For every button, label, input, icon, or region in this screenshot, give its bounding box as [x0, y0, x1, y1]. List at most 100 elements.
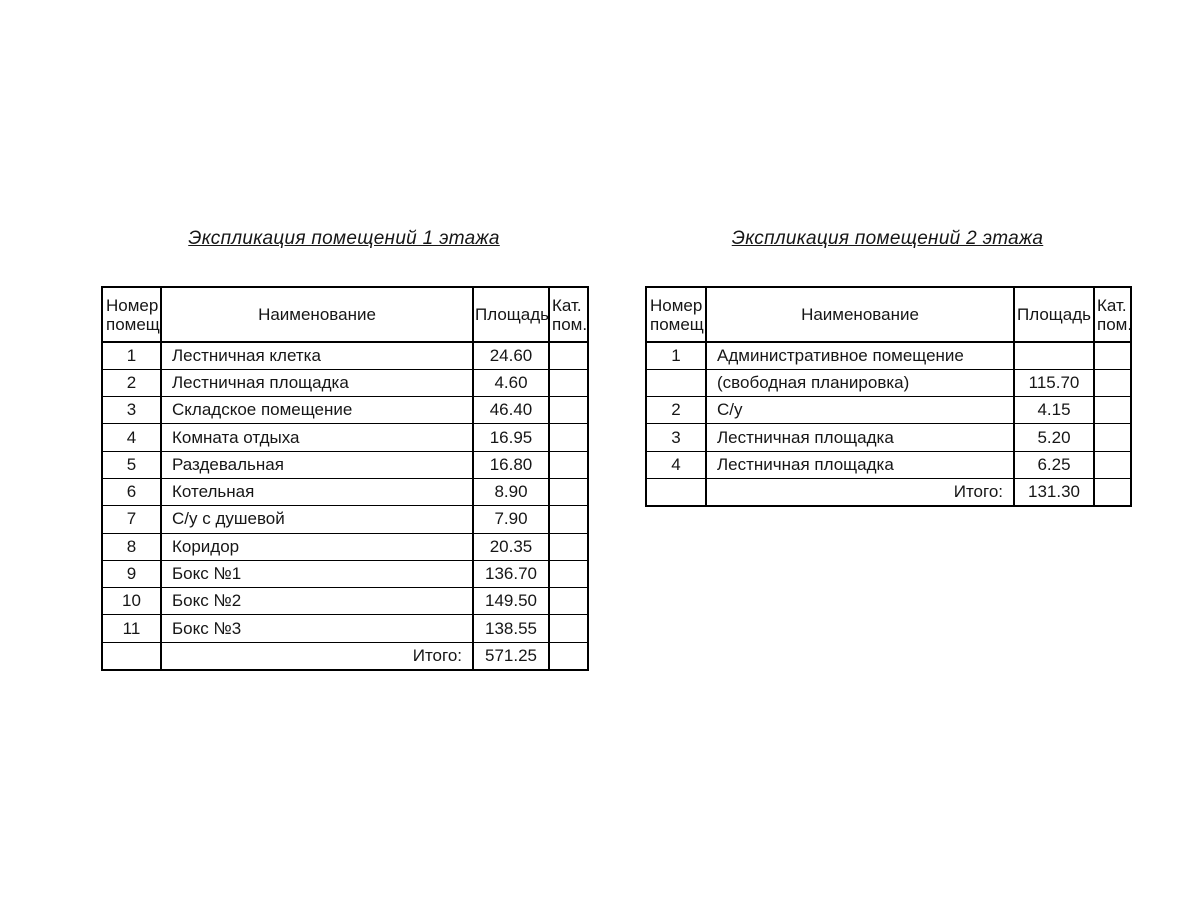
- room-area: 5.20: [1013, 423, 1095, 452]
- explication-table-floor2: Номер помещ. Наименование Площадь Кат. п…: [645, 286, 1132, 507]
- room-area: 115.70: [1013, 368, 1095, 398]
- explication-block-floor1: Экспликация помещений 1 этажа Номер поме…: [101, 227, 589, 671]
- table-row: 3 Лестничная площадка 5.20: [645, 423, 1132, 452]
- room-area: [1013, 341, 1095, 370]
- room-category: [548, 477, 589, 507]
- room-category: [548, 423, 589, 452]
- table-title-floor2: Экспликация помещений 2 этажа: [731, 228, 1044, 249]
- room-number: 3: [645, 423, 707, 452]
- table-row: 1 Лестничная клетка 24.60: [101, 341, 589, 370]
- total-empty-category: [1093, 477, 1132, 507]
- room-name: С/у: [705, 396, 1015, 425]
- header-room-name: Наименование: [160, 286, 474, 343]
- room-area: 136.70: [472, 559, 550, 589]
- table-row: 2 С/у 4.15: [645, 396, 1132, 425]
- room-name: Лестничная площадка: [705, 423, 1015, 452]
- room-area: 4.15: [1013, 396, 1095, 425]
- room-name: Раздевальная: [160, 450, 474, 479]
- table-row: 10 Бокс №2 149.50: [101, 587, 589, 616]
- total-label: Итого:: [705, 477, 1015, 507]
- room-area: 138.55: [472, 614, 550, 643]
- room-name: Лестничная клетка: [160, 341, 474, 370]
- room-number: 11: [101, 614, 162, 643]
- room-number: 6: [101, 477, 162, 507]
- header-room-number: Номер помещ.: [101, 286, 162, 343]
- room-category: [548, 587, 589, 616]
- table-row: 8 Коридор 20.35: [101, 532, 589, 561]
- room-number: [645, 368, 707, 398]
- total-empty-number: [101, 641, 162, 671]
- room-category: [1093, 396, 1132, 425]
- room-category: [1093, 368, 1132, 398]
- room-area: 20.35: [472, 532, 550, 561]
- room-name: Коридор: [160, 532, 474, 561]
- room-number: 4: [645, 450, 707, 479]
- room-number: 4: [101, 423, 162, 452]
- header-room-area: Площадь: [1013, 286, 1095, 343]
- room-number: 1: [101, 341, 162, 370]
- room-area: 24.60: [472, 341, 550, 370]
- room-category: [1093, 341, 1132, 370]
- room-name: Бокс №3: [160, 614, 474, 643]
- room-category: [548, 559, 589, 589]
- room-category: [548, 532, 589, 561]
- header-room-area: Площадь: [472, 286, 550, 343]
- room-area: 149.50: [472, 587, 550, 616]
- total-row: Итого: 571.25: [101, 641, 589, 671]
- room-category: [548, 396, 589, 425]
- room-name: Котельная: [160, 477, 474, 507]
- room-name: Лестничная площадка: [160, 368, 474, 398]
- room-name: (свободная планировка): [705, 368, 1015, 398]
- table-row: 6 Котельная 8.90: [101, 477, 589, 507]
- table-row: 4 Лестничная площадка 6.25: [645, 450, 1132, 479]
- header-room-number: Номер помещ.: [645, 286, 707, 343]
- header-row: Номер помещ. Наименование Площадь Кат. п…: [101, 286, 589, 343]
- header-room-name: Наименование: [705, 286, 1015, 343]
- room-area: 16.80: [472, 450, 550, 479]
- room-name: Бокс №1: [160, 559, 474, 589]
- table-row: 1 Административное помещение: [645, 341, 1132, 370]
- room-category: [548, 368, 589, 398]
- room-name: Административное помещение: [705, 341, 1015, 370]
- room-category: [548, 614, 589, 643]
- room-number: 2: [645, 396, 707, 425]
- table-row: 9 Бокс №1 136.70: [101, 559, 589, 589]
- room-name: С/у с душевой: [160, 505, 474, 534]
- explication-table-floor1: Номер помещ. Наименование Площадь Кат. п…: [101, 286, 589, 671]
- room-number: 10: [101, 587, 162, 616]
- total-label: Итого:: [160, 641, 474, 671]
- header-room-category: Кат. пом.: [548, 286, 589, 343]
- explication-block-floor2: Экспликация помещений 2 этажа Номер поме…: [645, 227, 1132, 507]
- table-title-floor1: Экспликация помещений 1 этажа: [188, 228, 500, 249]
- header-room-category: Кат. пом.: [1093, 286, 1132, 343]
- room-area: 4.60: [472, 368, 550, 398]
- room-number: 2: [101, 368, 162, 398]
- room-number: 9: [101, 559, 162, 589]
- table-row: 3 Складское помещение 46.40: [101, 396, 589, 425]
- room-number: 7: [101, 505, 162, 534]
- room-category: [548, 505, 589, 534]
- room-area: 7.90: [472, 505, 550, 534]
- room-name: Бокс №2: [160, 587, 474, 616]
- room-category: [1093, 450, 1132, 479]
- total-empty-number: [645, 477, 707, 507]
- total-row: Итого: 131.30: [645, 477, 1132, 507]
- table-row: 5 Раздевальная 16.80: [101, 450, 589, 479]
- table-row: (свободная планировка) 115.70: [645, 368, 1132, 398]
- total-empty-category: [548, 641, 589, 671]
- room-area: 16.95: [472, 423, 550, 452]
- room-area: 46.40: [472, 396, 550, 425]
- room-area: 8.90: [472, 477, 550, 507]
- room-name: Лестничная площадка: [705, 450, 1015, 479]
- room-number: 3: [101, 396, 162, 425]
- room-number: 5: [101, 450, 162, 479]
- total-value: 571.25: [472, 641, 550, 671]
- room-category: [548, 450, 589, 479]
- header-row: Номер помещ. Наименование Площадь Кат. п…: [645, 286, 1132, 343]
- total-value: 131.30: [1013, 477, 1095, 507]
- table-row: 4 Комната отдыха 16.95: [101, 423, 589, 452]
- room-category: [548, 341, 589, 370]
- room-name: Складское помещение: [160, 396, 474, 425]
- room-area: 6.25: [1013, 450, 1095, 479]
